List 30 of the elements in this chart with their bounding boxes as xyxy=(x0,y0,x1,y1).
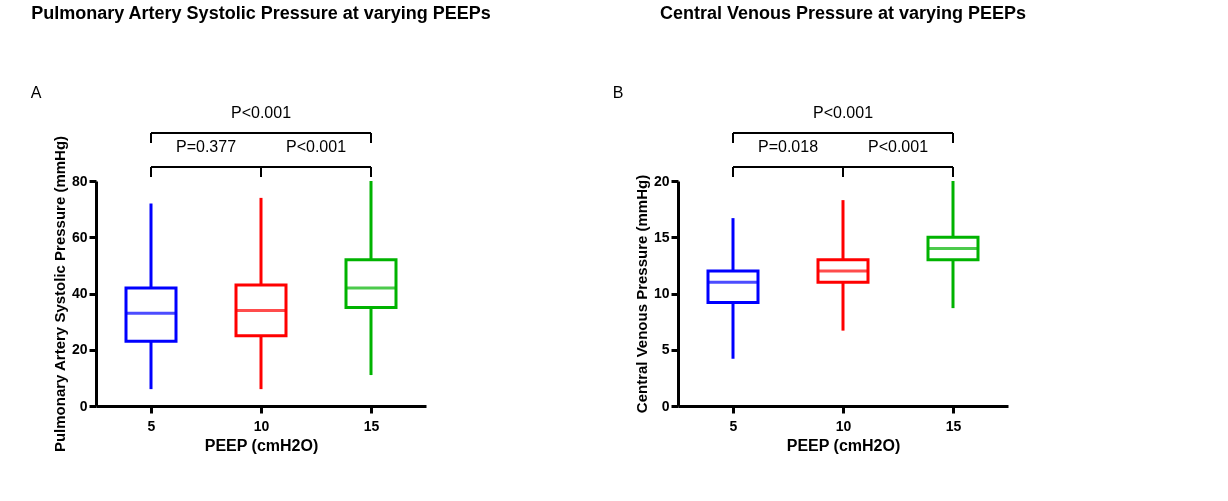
y-tick-label: 40 xyxy=(71,285,88,301)
y-tick-label: 20 xyxy=(653,172,670,189)
x-tick-label: 5 xyxy=(147,417,156,434)
x-axis-title: PEEP (cmH2O) xyxy=(786,436,901,454)
y-tick-label: 0 xyxy=(661,397,670,414)
y-axis-title: Central Venous Pressure (mmHg) xyxy=(632,174,650,414)
x-axis-title: PEEP (cmH2O) xyxy=(204,436,319,454)
y-axis-title: Pulmonary Artery Systolic Pressure (mmHg) xyxy=(50,135,68,453)
y-tick-label: 80 xyxy=(71,172,88,189)
text: P=0.377 xyxy=(175,138,237,155)
x-tick-label: 15 xyxy=(945,417,962,434)
y-tick-label: 10 xyxy=(653,285,670,301)
chart-title: Pulmonary Artery Systolic Pressure at varying PEEPs xyxy=(31,3,491,23)
text: A xyxy=(30,84,42,101)
text: B xyxy=(612,84,624,101)
y-tick-label: 60 xyxy=(71,228,88,245)
chart-title: Central Venous Pressure at varying PEEPs xyxy=(659,3,1027,23)
y-tick-label: 0 xyxy=(79,397,88,414)
x-tick-label: 10 xyxy=(835,417,852,434)
y-tick-label: 15 xyxy=(653,228,670,245)
text: P<0.001 xyxy=(867,138,929,155)
text: P<0.001 xyxy=(230,104,292,121)
x-tick-label: 10 xyxy=(253,417,270,434)
y-tick-label: 20 xyxy=(71,341,88,358)
y-tick-label: 5 xyxy=(661,341,670,358)
text: P<0.001 xyxy=(285,138,347,155)
text: P=0.018 xyxy=(757,138,819,155)
text: P<0.001 xyxy=(812,104,874,121)
x-tick-label: 15 xyxy=(363,417,380,434)
x-tick-label: 5 xyxy=(729,417,738,434)
